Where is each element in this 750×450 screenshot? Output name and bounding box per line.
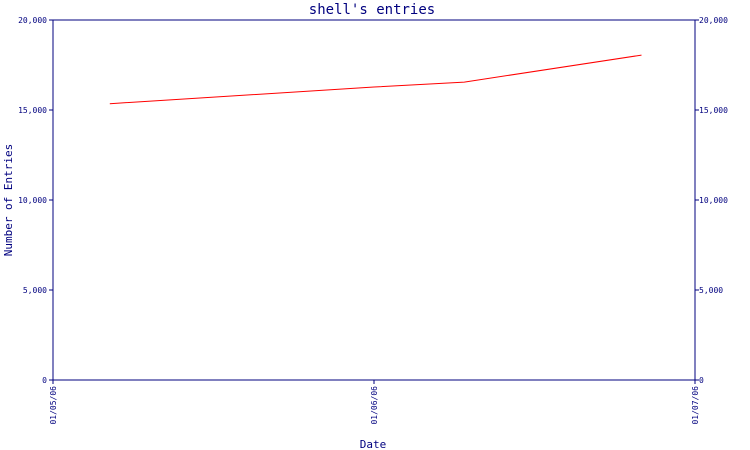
x-axis: 01/05/06 01/06/06 01/07/06: [49, 380, 700, 425]
x-tick-label: 01/06/06: [370, 386, 379, 425]
chart-title: shell's entries: [309, 2, 435, 18]
y-tick-label-left: 0: [42, 376, 47, 385]
y-tick-label-right: 20,000: [699, 16, 728, 25]
y-tick-label-right: 10,000: [699, 196, 728, 205]
y-axis-label: Number of Entries: [2, 144, 15, 257]
y-tick-label-left: 20,000: [18, 16, 47, 25]
y-tick-label-left: 10,000: [18, 196, 47, 205]
plot-area-frame: [52, 19, 696, 381]
series-line: [109, 54, 642, 105]
y-tick-label-right: 15,000: [699, 106, 728, 115]
y-tick-label-right: 5,000: [699, 286, 723, 295]
y-tick-label-left: 15,000: [18, 106, 47, 115]
x-axis-label: Date: [360, 438, 387, 450]
y-axis-left: 0 5,000 10,000 15,000 20,000: [18, 16, 53, 385]
y-tick-label-right: 0: [699, 376, 704, 385]
x-tick-label: 01/07/06: [691, 386, 700, 425]
series-layer: [109, 54, 642, 105]
y-tick-label-left: 5,000: [23, 286, 47, 295]
y-axis-right: 0 5,000 10,000 15,000 20,000: [695, 16, 728, 385]
x-tick-label: 01/05/06: [49, 386, 58, 425]
